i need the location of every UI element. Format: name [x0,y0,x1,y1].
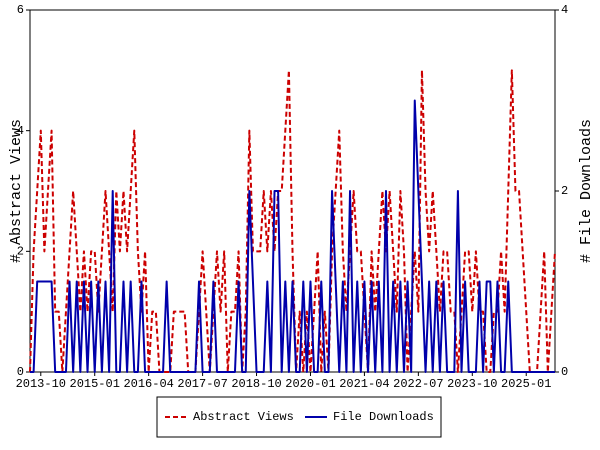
legend-box [156,396,442,438]
x-tick-label: 2022-07 [393,377,443,391]
legend-label: Abstract Views [193,410,294,424]
y2-tick-label: 0 [561,365,568,379]
x-tick-label: 2017-07 [177,377,227,391]
y-axis-title: # Abstract Views [8,119,25,263]
y-tick-label: 6 [17,3,24,17]
x-tick-label: 2020-01 [285,377,335,391]
y2-axis-title: # File Downloads [578,119,595,263]
y-tick-label: 0 [17,365,24,379]
plot-frame [29,9,556,373]
legend-label: File Downloads [333,410,434,424]
y-tick-label: 4 [17,124,24,138]
y2-tick-label: 2 [561,184,568,198]
x-tick-label: 2013-10 [16,377,66,391]
y2-tick-label: 4 [561,3,568,17]
x-tick-label: 2018-10 [231,377,281,391]
series-line [30,99,555,373]
series-line [29,69,556,373]
x-tick-label: 2025-01 [501,377,551,391]
x-tick-label: 2015-01 [70,377,120,391]
x-tick-label: 2021-04 [339,377,389,391]
x-tick-label: 2023-10 [447,377,497,391]
x-tick-label: 2016-04 [123,377,173,391]
y-tick-label: 2 [17,245,24,259]
